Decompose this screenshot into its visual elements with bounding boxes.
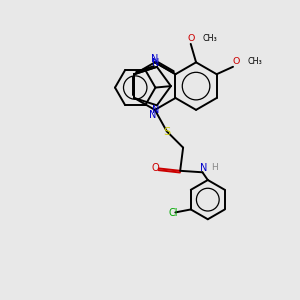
Text: CH₃: CH₃ bbox=[247, 57, 262, 66]
Text: N: N bbox=[152, 105, 159, 115]
Text: O: O bbox=[187, 34, 194, 43]
Text: N: N bbox=[200, 163, 208, 173]
Text: CH₃: CH₃ bbox=[202, 34, 217, 43]
Text: H: H bbox=[211, 163, 218, 172]
Text: S: S bbox=[164, 127, 171, 136]
Text: N: N bbox=[152, 58, 159, 68]
Text: O: O bbox=[151, 163, 159, 173]
Text: N: N bbox=[149, 110, 157, 120]
Text: O: O bbox=[232, 57, 240, 66]
Text: N: N bbox=[151, 54, 158, 64]
Text: Cl: Cl bbox=[168, 208, 178, 218]
